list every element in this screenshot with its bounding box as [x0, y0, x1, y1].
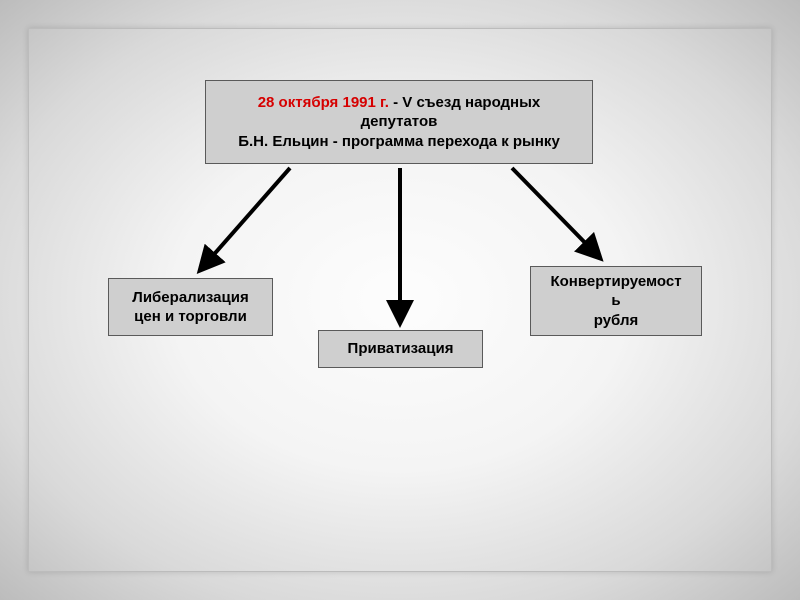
top-line2: депутатов [361, 112, 438, 132]
right-node: Конвертируемост ь рубля [530, 266, 702, 336]
right-line1: Конвертируемост [550, 272, 681, 292]
right-line3: рубля [594, 311, 638, 331]
left-line2: цен и торговли [134, 307, 247, 327]
top-line1: 28 октября 1991 г. - V съезд народных [258, 93, 541, 113]
top-line3: Б.Н. Ельцин - программа перехода к рынку [238, 132, 560, 152]
left-node: Либерализация цен и торговли [108, 278, 273, 336]
top-date: 28 октября 1991 г. [258, 94, 389, 111]
center-node: Приватизация [318, 330, 483, 368]
left-line1: Либерализация [132, 288, 248, 308]
top-node: 28 октября 1991 г. - V съезд народных де… [205, 80, 593, 164]
slide: 28 октября 1991 г. - V съезд народных де… [0, 0, 800, 600]
center-line1: Приватизация [348, 339, 454, 359]
top-line1-rest: - V съезд народных [389, 94, 540, 111]
right-line2: ь [611, 291, 620, 311]
